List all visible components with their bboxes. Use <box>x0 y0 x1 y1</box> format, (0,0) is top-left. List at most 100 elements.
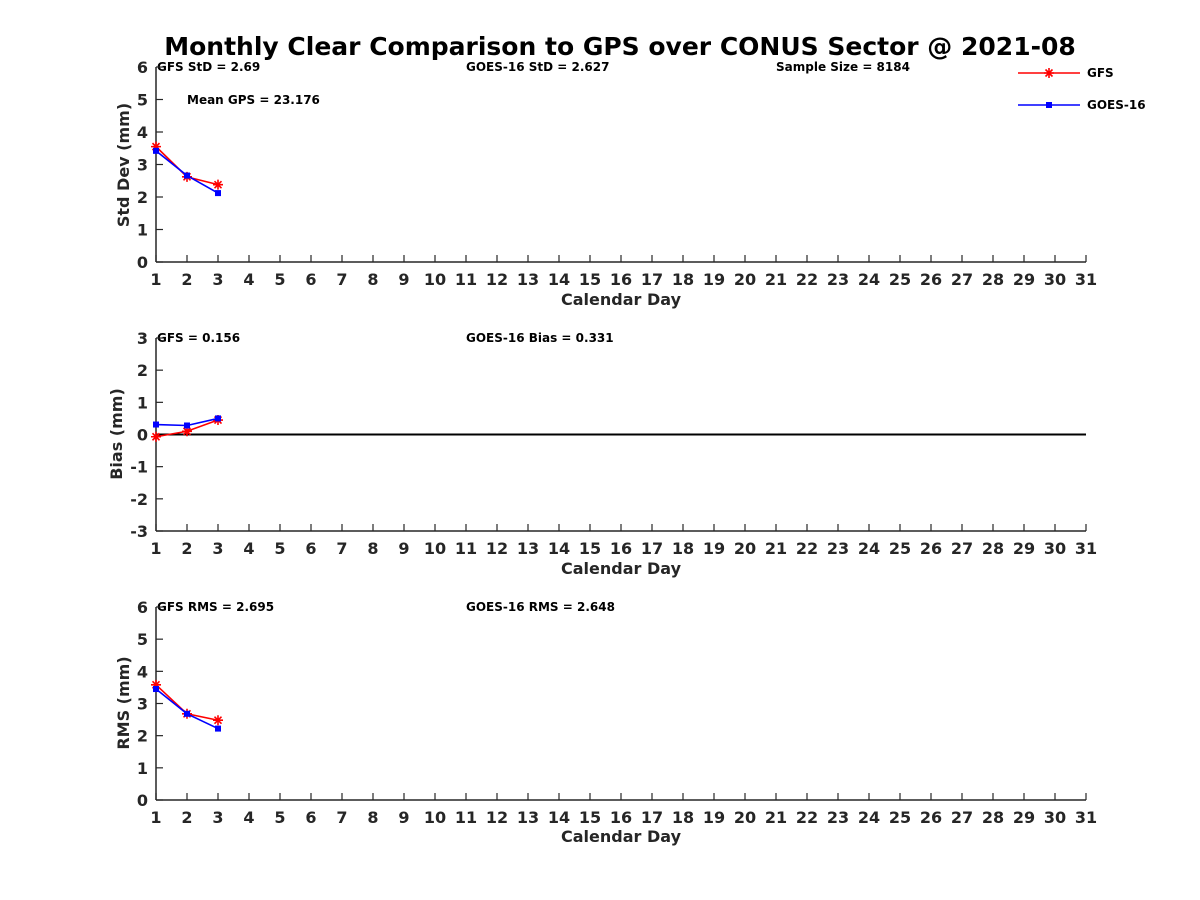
x-tick-label: 19 <box>703 808 725 827</box>
x-tick-label: 4 <box>243 808 254 827</box>
x-axis-label: Calendar Day <box>561 827 682 846</box>
legend-marker-gfs <box>1044 68 1054 78</box>
x-tick-label: 9 <box>398 808 409 827</box>
x-tick-label: 3 <box>212 270 223 289</box>
x-tick-label: 30 <box>1044 539 1066 558</box>
y-tick-label: 2 <box>137 727 148 746</box>
y-tick-label: 2 <box>137 188 148 207</box>
y-tick-label: 0 <box>137 791 148 810</box>
x-tick-label: 24 <box>858 539 880 558</box>
x-tick-label: 2 <box>181 539 192 558</box>
y-axis-label: Bias (mm) <box>107 388 126 480</box>
x-tick-label: 18 <box>672 808 694 827</box>
gfs-rms-annotation: GFS RMS = 2.695 <box>157 600 274 614</box>
goes-rms-annotation: GOES-16 RMS = 2.648 <box>466 600 615 614</box>
x-tick-label: 20 <box>734 808 756 827</box>
y-tick-label: 5 <box>137 630 148 649</box>
x-tick-label: 18 <box>672 270 694 289</box>
x-tick-label: 21 <box>765 270 787 289</box>
x-tick-label: 12 <box>486 539 508 558</box>
x-tick-label: 13 <box>517 539 539 558</box>
x-tick-label: 5 <box>274 270 285 289</box>
x-tick-label: 27 <box>951 808 973 827</box>
x-tick-label: 12 <box>486 270 508 289</box>
bias-panel: GFS = 0.156 GOES-16 Bias = 0.331 Calenda… <box>107 329 1097 578</box>
goes-std-annotation: GOES-16 StD = 2.627 <box>466 60 609 74</box>
y-tick-label: 2 <box>137 361 148 380</box>
x-tick-label: 1 <box>150 808 161 827</box>
x-tick-label: 8 <box>367 270 378 289</box>
x-tick-label: 29 <box>1013 270 1035 289</box>
data-point-gfs <box>151 141 161 152</box>
data-point-goes-16 <box>215 725 221 732</box>
x-tick-label: 29 <box>1013 539 1035 558</box>
x-tick-label: 2 <box>181 270 192 289</box>
figure-title: Monthly Clear Comparison to GPS over CON… <box>164 32 1076 61</box>
x-tick-label: 22 <box>796 808 818 827</box>
x-tick-label: 6 <box>305 539 316 558</box>
goes-bias-annotation: GOES-16 Bias = 0.331 <box>466 331 614 345</box>
x-tick-label: 10 <box>424 539 446 558</box>
x-tick-label: 17 <box>641 270 663 289</box>
legend-item-gfs: GFS <box>1018 66 1114 80</box>
x-tick-label: 23 <box>827 808 849 827</box>
x-tick-label: 9 <box>398 270 409 289</box>
x-tick-label: 21 <box>765 808 787 827</box>
data-point-goes-16 <box>184 172 190 179</box>
x-tick-label: 24 <box>858 808 880 827</box>
x-tick-label: 15 <box>579 270 601 289</box>
y-tick-label: 4 <box>137 662 148 681</box>
x-axis-label: Calendar Day <box>561 290 682 309</box>
x-tick-label: 17 <box>641 808 663 827</box>
legend-item-goes-16: GOES-16 <box>1018 98 1146 112</box>
x-tick-label: 29 <box>1013 808 1035 827</box>
gfs-bias-annotation: GFS = 0.156 <box>157 331 240 345</box>
y-tick-label: 3 <box>137 329 148 348</box>
data-point-gfs <box>151 679 161 690</box>
x-tick-label: 11 <box>455 808 477 827</box>
x-tick-label: 8 <box>367 539 378 558</box>
x-tick-label: 24 <box>858 270 880 289</box>
x-tick-label: 7 <box>336 270 347 289</box>
x-tick-label: 30 <box>1044 808 1066 827</box>
y-tick-label: 6 <box>137 58 148 77</box>
x-tick-label: 31 <box>1075 808 1097 827</box>
x-tick-label: 6 <box>305 808 316 827</box>
x-tick-label: 4 <box>243 270 254 289</box>
x-tick-label: 31 <box>1075 270 1097 289</box>
x-tick-label: 25 <box>889 270 911 289</box>
x-tick-label: 3 <box>212 539 223 558</box>
x-tick-label: 16 <box>610 808 632 827</box>
x-tick-label: 20 <box>734 539 756 558</box>
x-tick-label: 18 <box>672 539 694 558</box>
legend: GFS GOES-16 <box>1018 66 1146 112</box>
legend-marker-goes-16 <box>1046 102 1052 108</box>
x-tick-label: 26 <box>920 539 942 558</box>
mean-gps-annotation: Mean GPS = 23.176 <box>187 93 320 107</box>
x-tick-label: 10 <box>424 808 446 827</box>
x-tick-label: 27 <box>951 270 973 289</box>
x-tick-label: 23 <box>827 539 849 558</box>
x-tick-label: 28 <box>982 539 1004 558</box>
x-tick-label: 15 <box>579 808 601 827</box>
y-tick-label: -2 <box>130 490 148 509</box>
y-tick-label: 0 <box>137 253 148 272</box>
x-tick-label: 17 <box>641 539 663 558</box>
data-point-goes-16 <box>215 415 221 422</box>
x-tick-label: 12 <box>486 808 508 827</box>
y-tick-label: 3 <box>137 156 148 175</box>
legend-label-goes-16: GOES-16 <box>1087 98 1146 112</box>
x-tick-label: 13 <box>517 808 539 827</box>
x-tick-label: 31 <box>1075 539 1097 558</box>
data-point-gfs <box>213 179 223 190</box>
x-tick-label: 3 <box>212 808 223 827</box>
y-tick-label: 1 <box>137 393 148 412</box>
y-tick-label: -1 <box>130 458 148 477</box>
data-point-goes-16 <box>153 686 159 693</box>
x-tick-label: 2 <box>181 808 192 827</box>
x-tick-label: 23 <box>827 270 849 289</box>
y-tick-label: 4 <box>137 123 148 142</box>
x-tick-label: 14 <box>548 270 570 289</box>
